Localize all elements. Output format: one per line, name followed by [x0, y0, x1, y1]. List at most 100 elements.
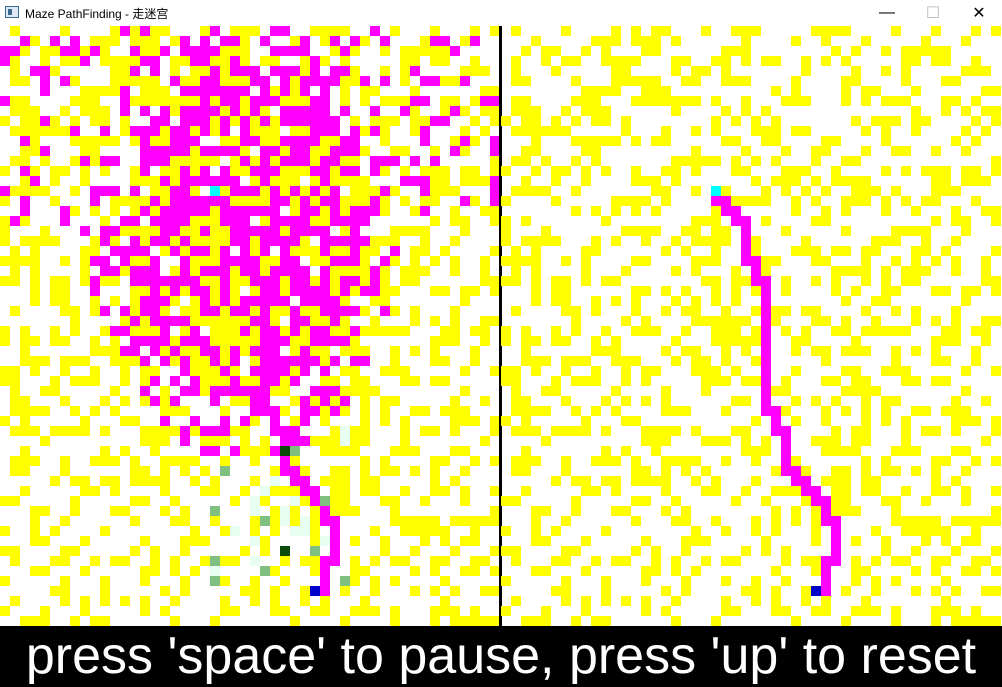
- wall-cell: [631, 166, 641, 176]
- wall-cell: [290, 166, 300, 176]
- wall-cell: [460, 416, 470, 426]
- wall-cell: [961, 486, 971, 496]
- wall-cell: [501, 276, 511, 286]
- wall-cell: [661, 86, 671, 96]
- wall-cell: [360, 396, 370, 406]
- wall-cell: [751, 326, 761, 336]
- path-cell: [290, 466, 300, 476]
- wall-cell: [470, 416, 480, 426]
- path-cell: [831, 536, 841, 546]
- wall-cell: [180, 326, 190, 336]
- wall-cell: [70, 326, 80, 336]
- wall-cell: [701, 156, 711, 166]
- frontier-cell: [320, 536, 330, 546]
- wall-cell: [821, 406, 831, 416]
- maximize-button[interactable]: ☐: [925, 5, 941, 22]
- frontier-cell: [280, 546, 290, 556]
- wall-cell: [881, 496, 891, 506]
- wall-cell: [30, 616, 40, 626]
- wall-cell: [360, 376, 370, 386]
- wall-cell: [160, 246, 170, 256]
- wall-cell: [691, 216, 701, 226]
- wall-cell: [330, 476, 340, 486]
- wall-cell: [771, 386, 781, 396]
- wall-cell: [440, 406, 450, 416]
- wall-cell: [210, 486, 220, 496]
- wall-cell: [400, 516, 410, 526]
- wall-cell: [961, 536, 971, 546]
- wall-cell: [130, 96, 140, 106]
- wall-cell: [50, 426, 60, 436]
- wall-cell: [240, 396, 250, 406]
- visited-cell: [180, 116, 190, 126]
- visited-cell: [270, 236, 280, 246]
- visited-cell: [230, 446, 240, 456]
- wall-cell: [821, 216, 831, 226]
- wall-cell: [110, 506, 120, 516]
- wall-cell: [521, 186, 531, 196]
- wall-cell: [490, 546, 500, 556]
- close-button[interactable]: ✕: [972, 5, 986, 22]
- visited-cell: [120, 26, 130, 36]
- wall-cell: [671, 56, 681, 66]
- wall-cell: [691, 316, 701, 326]
- wall-cell: [831, 176, 841, 186]
- visited-cell: [150, 236, 160, 246]
- wall-cell: [571, 76, 581, 86]
- wall-cell: [490, 566, 500, 576]
- wall-cell: [691, 256, 701, 266]
- wall-cell: [861, 606, 871, 616]
- wall-cell: [901, 66, 911, 76]
- wall-cell: [80, 536, 90, 546]
- wall-cell: [390, 186, 400, 196]
- wall-cell: [40, 126, 50, 136]
- wall-cell: [931, 466, 941, 476]
- wall-cell: [861, 346, 871, 356]
- visited-cell: [330, 256, 340, 266]
- wall-cell: [741, 196, 751, 206]
- wall-cell: [430, 46, 440, 56]
- wall-cell: [971, 326, 981, 336]
- wall-cell: [470, 516, 480, 526]
- wall-cell: [751, 236, 761, 246]
- wall-cell: [270, 136, 280, 146]
- wall-cell: [240, 546, 250, 556]
- wall-cell: [531, 336, 541, 346]
- wall-cell: [90, 146, 100, 156]
- wall-cell: [190, 566, 200, 576]
- wall-cell: [50, 116, 60, 126]
- wall-cell: [170, 496, 180, 506]
- title-bar[interactable]: Maze PathFinding - 走迷宫 — ☐ ✕: [0, 0, 1002, 26]
- wall-cell: [170, 556, 180, 566]
- wall-cell: [220, 226, 230, 236]
- wall-cell: [350, 286, 360, 296]
- wall-cell: [541, 156, 551, 166]
- wall-cell: [731, 556, 741, 566]
- wall-cell: [190, 256, 200, 266]
- visited-cell: [350, 206, 360, 216]
- visited-cell: [350, 126, 360, 136]
- minimize-button[interactable]: —: [879, 4, 895, 21]
- path-cell: [751, 256, 761, 266]
- wall-cell: [581, 276, 591, 286]
- visited-cell: [20, 206, 30, 216]
- wall-cell: [721, 376, 731, 386]
- wall-cell: [70, 186, 80, 196]
- wall-cell: [480, 86, 490, 96]
- wall-cell: [601, 166, 611, 176]
- wall-cell: [521, 466, 531, 476]
- wall-cell: [60, 366, 70, 376]
- wall-cell: [200, 216, 210, 226]
- wall-cell: [811, 606, 821, 616]
- wall-cell: [811, 526, 821, 536]
- wall-cell: [350, 426, 360, 436]
- visited-cell: [370, 276, 380, 286]
- wall-cell: [430, 476, 440, 486]
- wall-cell: [651, 96, 661, 106]
- path-cell: [761, 336, 771, 346]
- wall-cell: [210, 236, 220, 246]
- wall-cell: [531, 566, 541, 576]
- wall-cell: [460, 146, 470, 156]
- wall-cell: [330, 396, 340, 406]
- wall-cell: [511, 596, 521, 606]
